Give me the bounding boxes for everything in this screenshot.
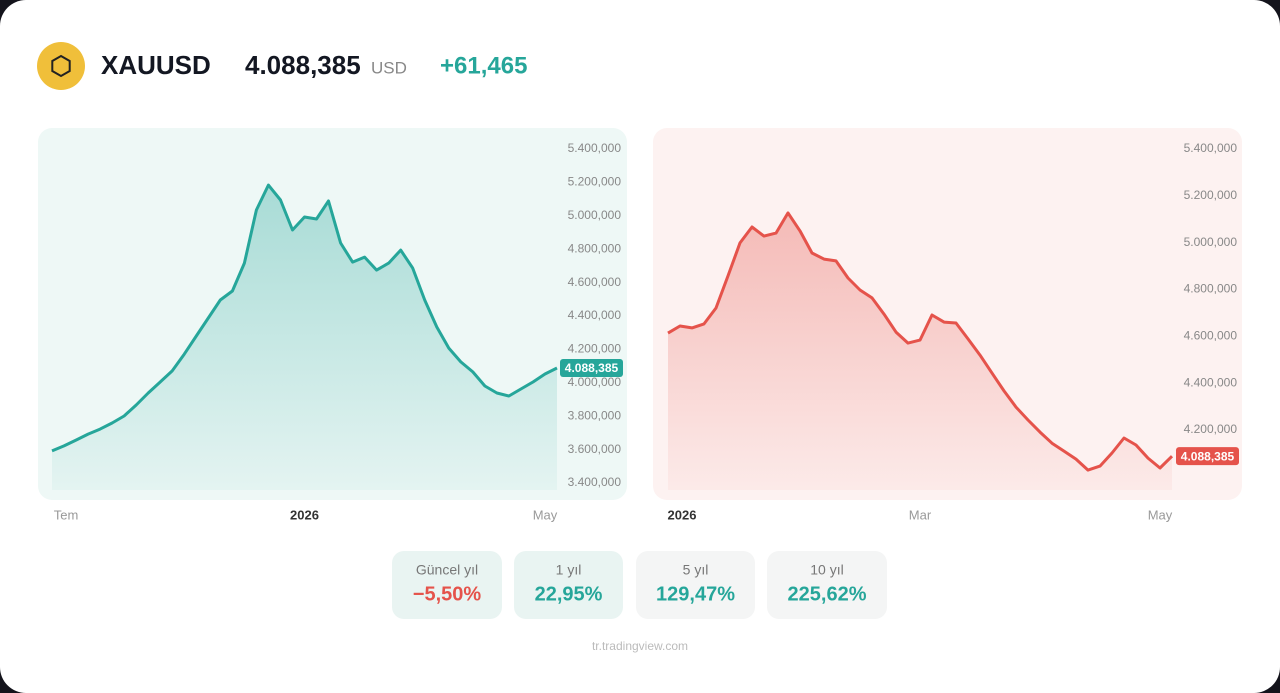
symbol-icon (37, 42, 85, 90)
y-tick-label: 3.400,000 (568, 475, 622, 489)
y-tick-label: 4.600,000 (1184, 329, 1238, 343)
x-tick-label: Mar (909, 507, 932, 522)
y-tick-label: 5.200,000 (1184, 188, 1238, 202)
last-price-badge (1176, 447, 1239, 466)
y-tick-label: 4.400,000 (1184, 375, 1238, 389)
symbol: XAUUSD (101, 50, 211, 80)
currency: USD (371, 58, 407, 77)
period-label: 1 yıl (556, 562, 582, 578)
x-tick-label: May (533, 507, 558, 522)
price-line (667, 211, 1174, 472)
y-tick-label: 3.600,000 (568, 442, 622, 456)
y-tick-label: 4.200,000 (1184, 422, 1238, 436)
period-button[interactable] (767, 551, 887, 619)
y-tick-label: 4.600,000 (568, 275, 622, 289)
period-value: 129,47% (656, 583, 735, 605)
y-tick-label: 5.000,000 (568, 208, 622, 222)
x-tick-label: 2026 (668, 507, 697, 522)
y-tick-label: 4.800,000 (568, 241, 622, 255)
y-tick-label: 4.800,000 (1184, 282, 1238, 296)
period-button[interactable] (636, 551, 755, 619)
period-label: 10 yıl (810, 562, 843, 578)
period-value: −5,50% (413, 583, 482, 605)
price-line (51, 183, 558, 453)
y-tick-label: 5.000,000 (1184, 235, 1238, 249)
y-tick-label: 4.200,000 (568, 342, 622, 356)
last-price-label: 4.088,385 (1181, 449, 1235, 463)
price: 4.088,385 (245, 50, 361, 80)
icon-hexagon (51, 54, 71, 78)
x-tick-label: Tem (54, 507, 79, 522)
period-button[interactable] (392, 551, 502, 619)
y-tick-label: 3.800,000 (568, 408, 622, 422)
last-price-badge (560, 359, 623, 378)
y-tick-label: 5.400,000 (1184, 141, 1238, 155)
x-tick-label: 2026 (290, 507, 319, 522)
x-tick-label: May (1148, 507, 1173, 522)
y-tick-label: 5.200,000 (568, 175, 622, 189)
last-price-label: 4.088,385 (565, 361, 619, 375)
y-tick-label: 4.000,000 (568, 375, 622, 389)
change: +61,465 (440, 52, 527, 79)
y-tick-label: 5.400,000 (568, 141, 622, 155)
y-tick-label: 4.400,000 (568, 308, 622, 322)
footer: tr.tradingview.com (592, 639, 688, 653)
period-value: 22,95% (535, 583, 603, 605)
period-button[interactable] (514, 551, 623, 619)
period-label: Güncel yıl (416, 562, 478, 578)
area-fill (52, 185, 557, 490)
period-value: 225,62% (788, 583, 867, 605)
area-fill (668, 212, 1172, 490)
period-label: 5 yıl (683, 562, 709, 578)
